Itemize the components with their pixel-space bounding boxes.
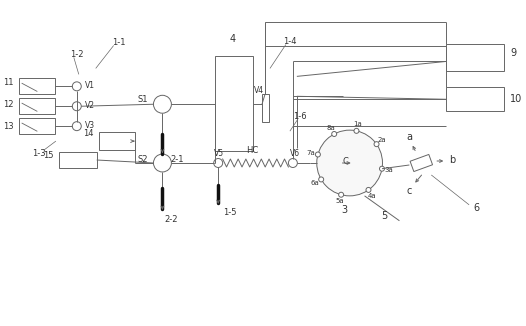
- Polygon shape: [410, 155, 432, 171]
- Circle shape: [374, 142, 379, 147]
- Text: V4: V4: [254, 86, 264, 95]
- Text: 1-6: 1-6: [293, 112, 307, 121]
- Circle shape: [72, 102, 82, 111]
- Text: 2-1: 2-1: [170, 155, 184, 164]
- Text: 1-1: 1-1: [112, 38, 125, 47]
- Bar: [215, 56, 253, 151]
- Circle shape: [339, 192, 343, 197]
- Bar: [262, 94, 269, 122]
- Text: V6: V6: [290, 149, 300, 157]
- Circle shape: [72, 82, 82, 91]
- Bar: [19, 78, 55, 94]
- Text: 12: 12: [4, 100, 14, 109]
- Text: 13: 13: [4, 122, 14, 131]
- Text: V5: V5: [214, 149, 224, 157]
- Text: 4a: 4a: [368, 193, 377, 199]
- Circle shape: [154, 95, 171, 113]
- Text: 3: 3: [341, 205, 348, 215]
- Text: 6: 6: [473, 203, 479, 213]
- Text: V2: V2: [85, 101, 95, 110]
- Text: C: C: [343, 156, 349, 166]
- Text: 11: 11: [4, 78, 14, 87]
- Bar: [19, 118, 55, 134]
- Text: HC: HC: [246, 145, 258, 155]
- Text: c: c: [407, 186, 412, 196]
- Bar: [59, 152, 97, 168]
- Text: 2-2: 2-2: [165, 215, 178, 224]
- Text: V1: V1: [85, 81, 95, 90]
- Circle shape: [354, 128, 359, 133]
- Circle shape: [366, 187, 371, 192]
- Bar: [19, 98, 55, 114]
- Bar: [446, 43, 504, 71]
- Text: 1-4: 1-4: [283, 37, 297, 46]
- Text: S2: S2: [138, 155, 148, 164]
- Bar: [446, 87, 504, 111]
- Text: 9: 9: [510, 49, 516, 58]
- Text: 6a: 6a: [311, 180, 319, 186]
- Text: 1a: 1a: [353, 121, 362, 127]
- Circle shape: [319, 177, 323, 182]
- Text: 7a: 7a: [307, 150, 316, 156]
- Text: 14: 14: [83, 129, 94, 138]
- Circle shape: [332, 131, 337, 137]
- Text: 3a: 3a: [385, 167, 393, 173]
- Circle shape: [317, 130, 382, 196]
- Circle shape: [288, 158, 297, 168]
- Text: 1-2: 1-2: [70, 50, 84, 59]
- Text: 5: 5: [381, 211, 388, 221]
- Bar: [99, 132, 135, 150]
- Circle shape: [214, 158, 222, 168]
- Text: 4: 4: [229, 34, 235, 44]
- Circle shape: [72, 122, 82, 131]
- Text: 1-5: 1-5: [223, 208, 237, 217]
- Text: a: a: [407, 132, 412, 142]
- Text: 8a: 8a: [327, 125, 335, 131]
- Text: 10: 10: [510, 94, 522, 104]
- Circle shape: [154, 154, 171, 172]
- Text: 2a: 2a: [378, 137, 387, 143]
- Text: V3: V3: [85, 121, 95, 130]
- Circle shape: [379, 166, 385, 171]
- Text: b: b: [449, 155, 456, 165]
- Text: 5a: 5a: [335, 199, 343, 204]
- Text: 15: 15: [43, 151, 54, 159]
- Circle shape: [316, 152, 320, 157]
- Text: S1: S1: [138, 95, 148, 104]
- Text: 1-3: 1-3: [32, 149, 46, 157]
